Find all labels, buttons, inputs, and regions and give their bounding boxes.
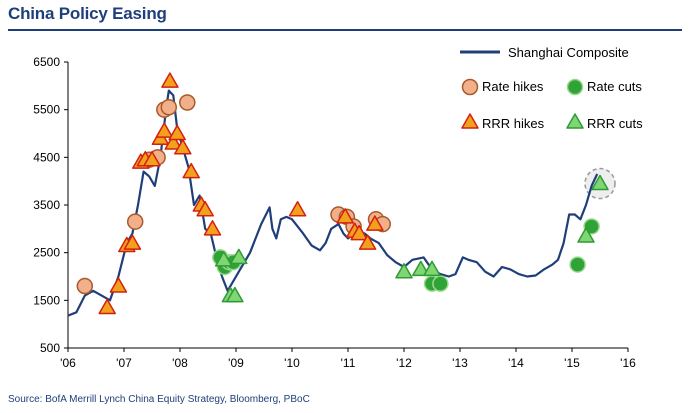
- rrr-hike-marker: [123, 234, 142, 250]
- rate-hike-marker: [126, 213, 144, 230]
- legend-label-rate-hikes: Rate hikes: [482, 79, 544, 94]
- x-tick-label: '12: [396, 356, 412, 370]
- y-tick-label: 1500: [33, 293, 60, 307]
- legend-swatch-rate-cuts: [566, 78, 584, 96]
- rrr-cut-marker: [577, 227, 595, 243]
- chart-plot-area: [67, 72, 616, 317]
- x-tick-label: '08: [172, 356, 188, 370]
- rrr-cut-marker: [412, 260, 430, 277]
- rrr-hike-marker: [288, 201, 307, 217]
- rrr-hike-marker: [98, 298, 116, 315]
- rate-cut-marker: [569, 256, 586, 273]
- x-tick-label: '09: [228, 356, 244, 370]
- rate-cut-marker: [432, 275, 449, 292]
- legend-label-rrr-cuts: RRR cuts: [587, 116, 643, 131]
- rrr-hike-marker: [203, 220, 222, 236]
- rate-hike-marker: [76, 277, 94, 295]
- y-tick-label: 6500: [33, 55, 60, 69]
- rrr-hike-marker: [336, 208, 354, 224]
- rrr-cut-marker: [591, 174, 609, 191]
- rate-hike-marker: [160, 99, 178, 116]
- x-tick-label: '06: [60, 356, 76, 370]
- rrr-hike-marker: [196, 201, 214, 217]
- x-tick-label: '13: [452, 356, 468, 370]
- x-tick-label: '11: [341, 356, 356, 370]
- rrr-cut-marker: [230, 248, 248, 265]
- rrr-hike-marker: [143, 150, 161, 167]
- rrr-hike-marker: [174, 139, 192, 155]
- rrr-hike-marker: [155, 122, 174, 138]
- rrr-cut-marker: [423, 260, 441, 277]
- x-tick-label: '16: [620, 356, 636, 370]
- chart-legend: Shanghai Composite Rate hikes Rate cuts RRR…: [460, 45, 643, 131]
- legend-label-shanghai-composite: Shanghai Composite: [508, 45, 629, 60]
- x-tick-label: '07: [116, 356, 132, 370]
- y-tick-label: 500: [40, 341, 60, 355]
- title-rule: [8, 29, 682, 31]
- x-tick-label: '14: [508, 356, 524, 370]
- legend-label-rate-cuts: Rate cuts: [587, 79, 642, 94]
- rrr-cut-marker: [395, 262, 413, 279]
- y-tick-label: 3500: [33, 198, 60, 212]
- x-tick-label: '15: [564, 356, 580, 370]
- legend-label-rrr-hikes: RRR hikes: [482, 116, 545, 131]
- y-tick-label: 5500: [33, 103, 60, 117]
- page-title: China Policy Easing: [8, 4, 167, 23]
- rrr-hike-marker: [161, 72, 179, 88]
- rrr-hike-marker: [350, 224, 368, 241]
- rrr-hike-marker: [182, 162, 200, 179]
- rrr-cut-marker: [214, 251, 233, 267]
- rrr-cut-marker: [226, 286, 244, 303]
- y-tick-label: 2500: [33, 246, 60, 260]
- rrr-hike-marker: [168, 124, 186, 141]
- legend-swatch-rrr-cuts: [566, 113, 584, 129]
- rrr-hike-marker: [109, 277, 128, 293]
- source-note: Source: BofA Merrill Lynch China Equity …: [8, 394, 310, 405]
- rrr-hike-marker: [366, 215, 384, 231]
- rate-hike-marker: [179, 94, 196, 111]
- legend-swatch-rrr-hikes: [461, 113, 479, 129]
- legend-swatch-rate-hikes: [461, 78, 479, 96]
- rrr-hike-marker: [358, 234, 377, 250]
- x-tick-label: '10: [284, 356, 300, 370]
- y-tick-label: 4500: [33, 150, 60, 164]
- chart-axes: 6500 5500 4500 3500 2500 1500 500'06 '07 '08 '09 '…: [33, 55, 636, 370]
- rrr-hike-marker: [164, 134, 183, 150]
